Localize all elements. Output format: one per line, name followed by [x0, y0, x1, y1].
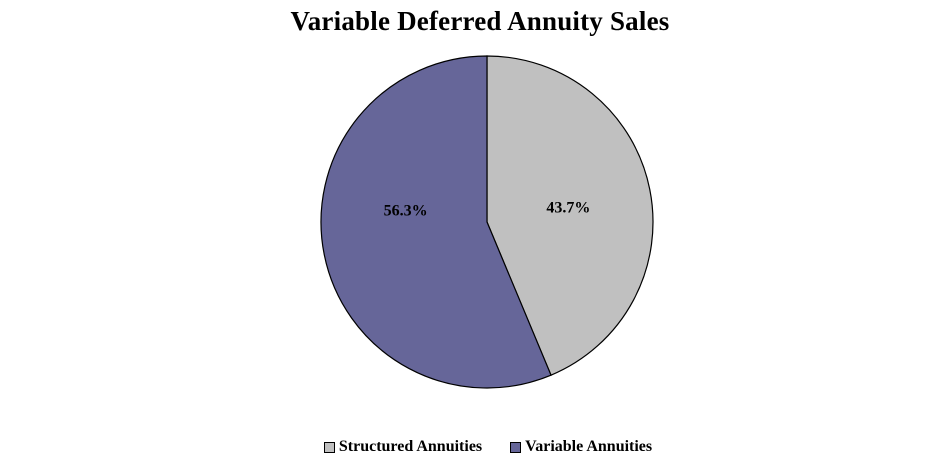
- slice-label-structured-annuities: 43.7%: [546, 199, 590, 216]
- slice-label-variable-annuities: 56.3%: [384, 203, 428, 220]
- legend-item-variable: Variable Annuities: [510, 438, 652, 456]
- chart-title: Variable Deferred Annuity Sales: [290, 6, 670, 36]
- legend-swatch-structured: [323, 441, 335, 453]
- slice-variable-annuities: [320, 55, 552, 389]
- slice-structured-annuities: [486, 55, 654, 376]
- legend-item-structured: Structured Annuities: [323, 438, 483, 456]
- legend: Structured Annuities Variable Annuities: [0, 438, 940, 456]
- legend-label-variable: Variable Annuities: [525, 438, 653, 455]
- legend-label-structured: Structured Annuities: [338, 438, 483, 455]
- legend-swatch-variable: [510, 441, 522, 453]
